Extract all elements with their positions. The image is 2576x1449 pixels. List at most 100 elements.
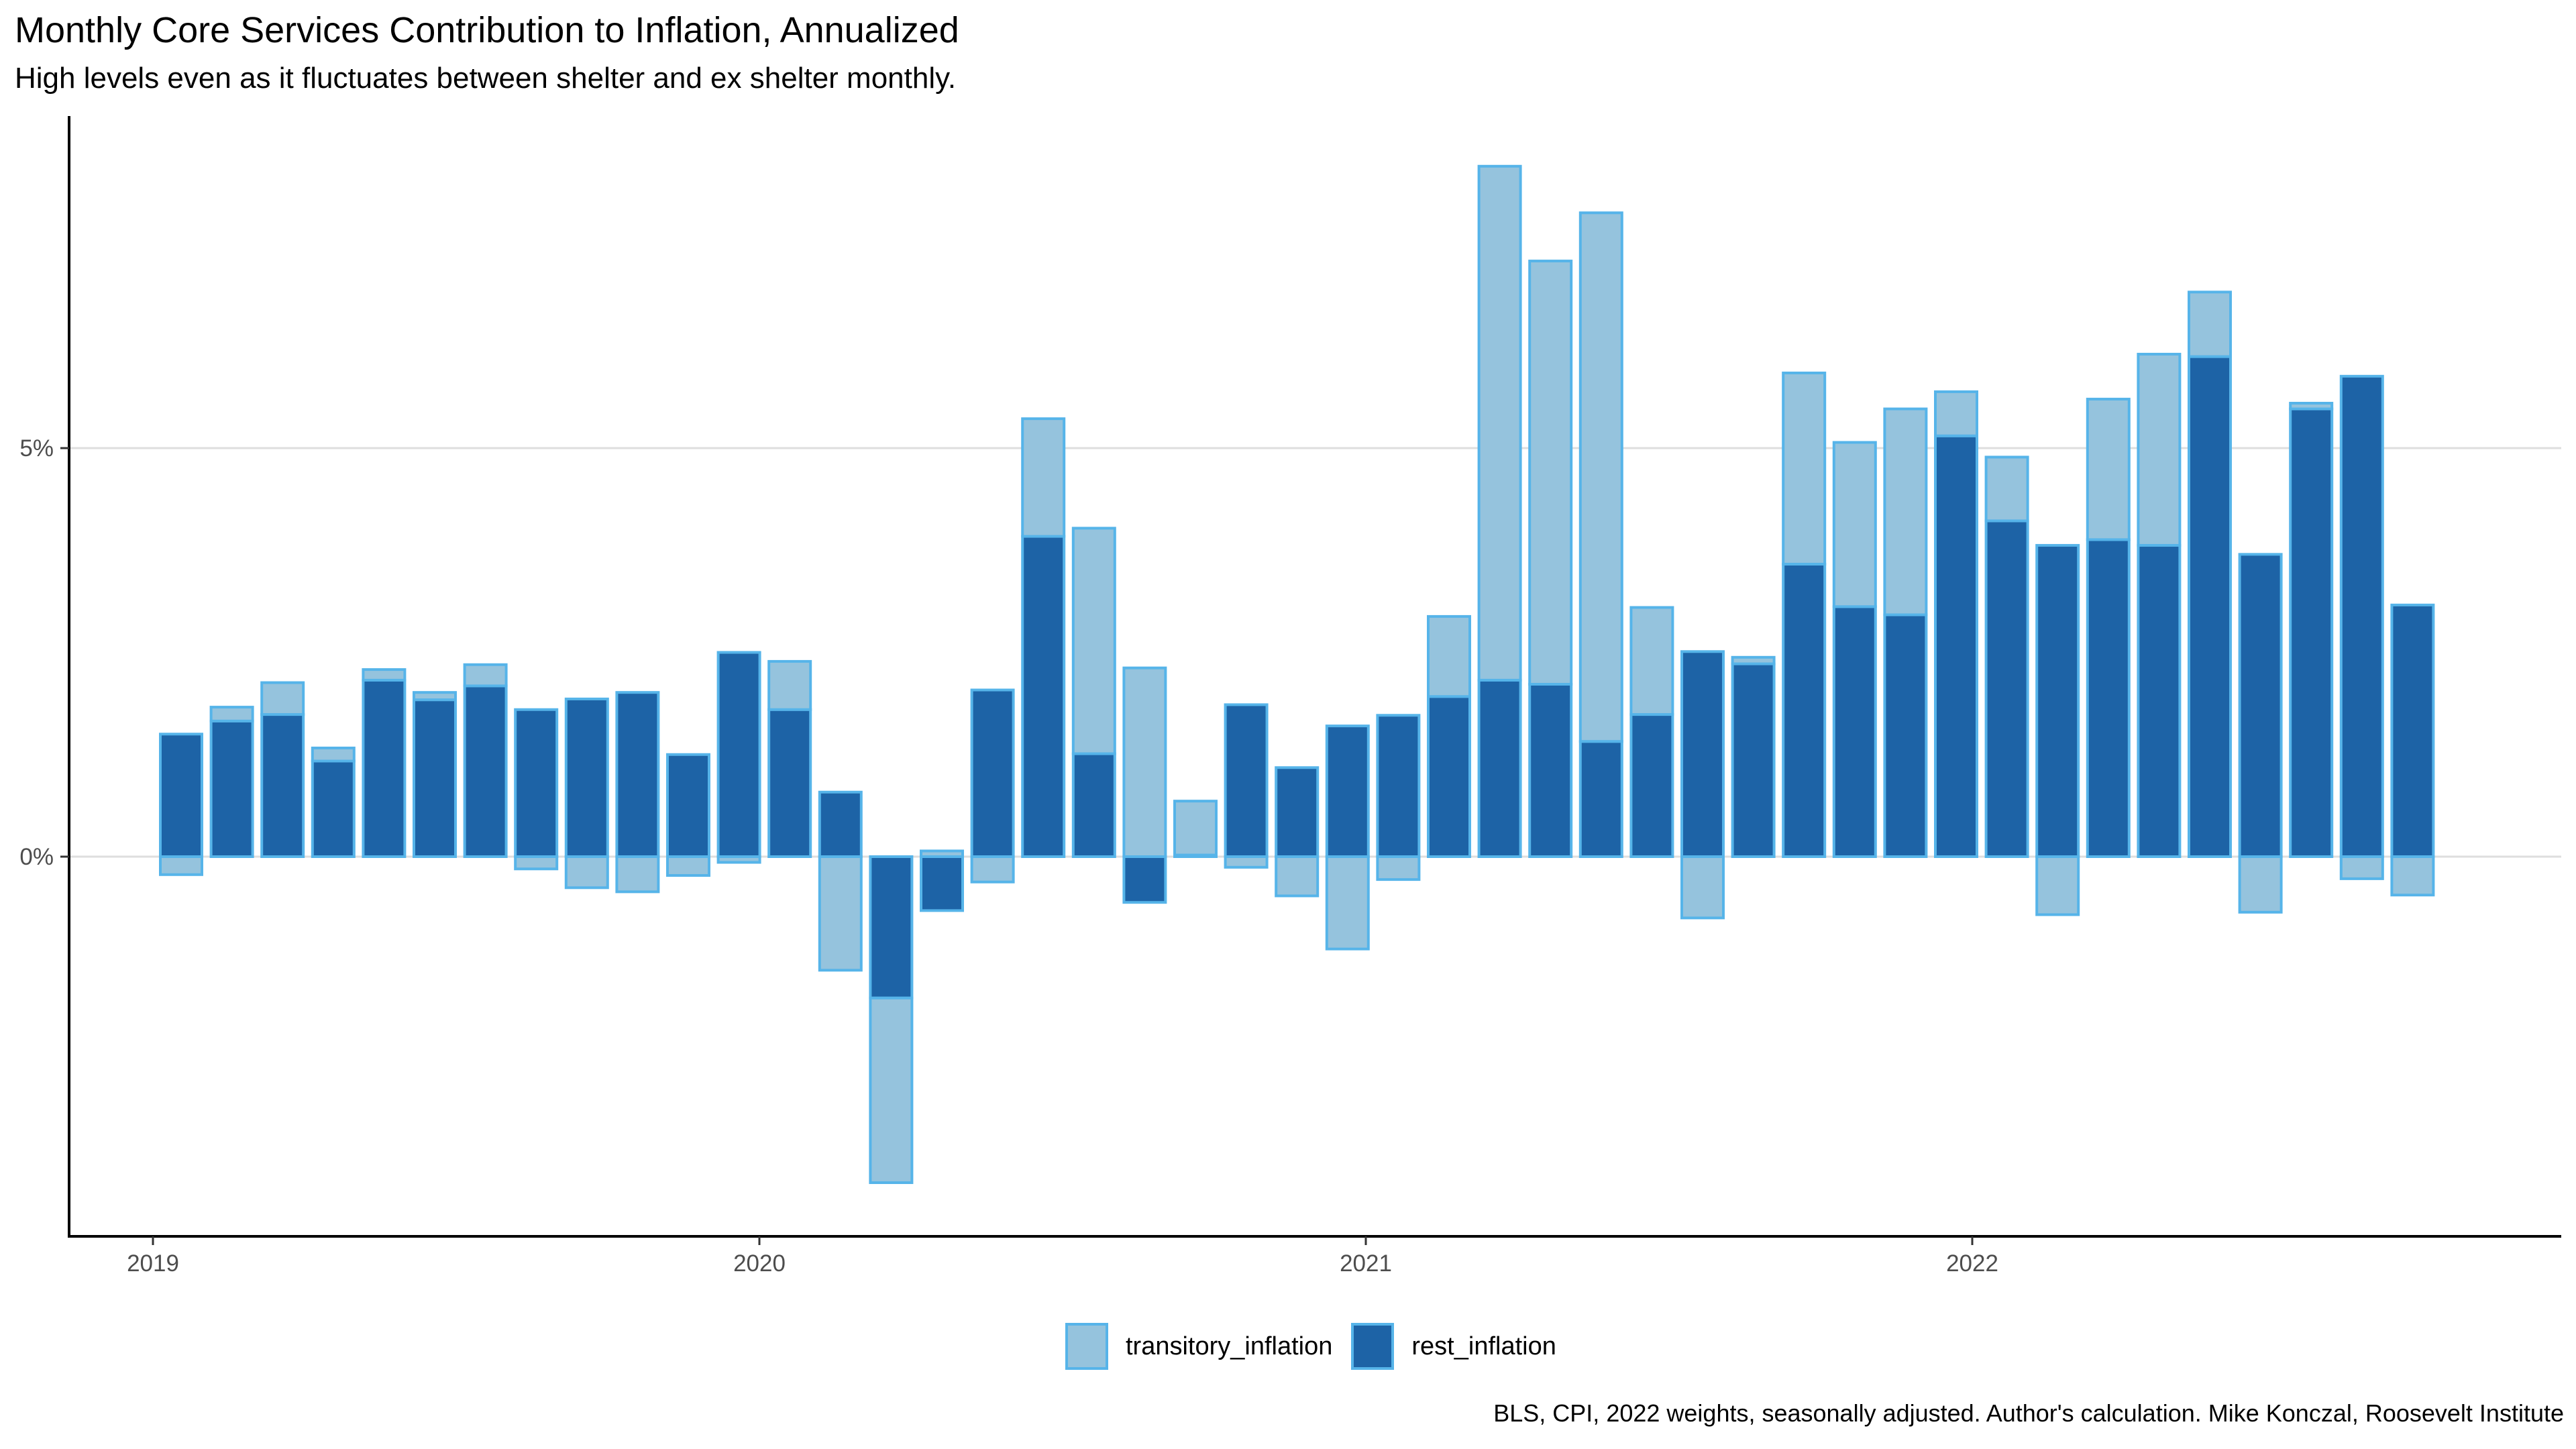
bar-transitory-inflation <box>1173 800 1218 857</box>
bar-rest-inflation <box>2137 543 2182 859</box>
bar-transitory-inflation <box>1528 260 1573 686</box>
chart-caption: BLS, CPI, 2022 weights, seasonally adjus… <box>1493 1399 2564 1427</box>
bar-transitory-inflation <box>1782 371 1827 566</box>
bar-rest-inflation <box>1782 562 1827 858</box>
bar-rest-inflation <box>1021 535 1066 858</box>
ticks: 0% 5% 2019 2020 2021 2022 <box>19 435 1998 1277</box>
bar-transitory-inflation <box>159 855 203 876</box>
bar-rest-inflation <box>920 855 964 912</box>
legend-label-transitory: transitory_inflation <box>1126 1332 1333 1360</box>
bar-rest-inflation <box>1680 650 1725 858</box>
bar-transitory-inflation <box>463 663 508 688</box>
bar-transitory-inflation <box>1376 855 1421 881</box>
bar-rest-inflation <box>260 713 305 858</box>
x-tick-label: 2022 <box>1946 1250 1998 1277</box>
x-tick-label: 2019 <box>127 1250 179 1277</box>
bar-rest-inflation <box>970 688 1015 858</box>
bar-rest-inflation <box>1427 695 1471 858</box>
bar-transitory-inflation <box>2086 397 2131 541</box>
axes <box>68 116 2561 1238</box>
bar-rest-inflation <box>615 691 660 858</box>
bar-rest-inflation <box>159 733 203 859</box>
y-tick-label: 0% <box>19 844 54 870</box>
bar-transitory-inflation <box>2137 352 2182 547</box>
bar-transitory-inflation <box>970 855 1015 883</box>
bar-rest-inflation <box>2289 407 2334 858</box>
legend-swatch-transitory <box>1065 1323 1108 1370</box>
bar-transitory-inflation <box>1275 855 1320 898</box>
x-tick-label: 2021 <box>1340 1250 1392 1277</box>
bar-transitory-inflation <box>1629 606 1674 716</box>
bar-transitory-inflation <box>1122 666 1167 859</box>
bar-transitory-inflation <box>2339 855 2384 880</box>
bar-transitory-inflation <box>1578 211 1623 743</box>
bar-transitory-inflation <box>1883 407 1928 616</box>
bar-rest-inflation <box>1122 855 1167 904</box>
bar-transitory-inflation <box>615 855 660 894</box>
chart-subtitle: High levels even as it fluctuates betwee… <box>15 62 957 95</box>
bar-rest-inflation <box>1071 752 1116 858</box>
bar-rest-inflation <box>413 698 457 859</box>
legend-item-rest: rest_inflation <box>1351 1323 1556 1370</box>
bar-transitory-inflation <box>1680 855 1725 920</box>
bar-rest-inflation <box>2188 355 2232 858</box>
legend-label-rest: rest_inflation <box>1411 1332 1556 1360</box>
bar-transitory-inflation <box>413 691 457 702</box>
bar-transitory-inflation <box>1832 441 1877 608</box>
bar-rest-inflation <box>1477 678 1522 858</box>
bar-transitory-inflation <box>1477 164 1522 682</box>
bar-rest-inflation <box>716 651 761 858</box>
bar-transitory-inflation <box>1984 455 2029 523</box>
bar-rest-inflation <box>1731 662 1776 858</box>
bar-transitory-inflation <box>209 706 254 722</box>
bar-transitory-inflation <box>1934 390 1978 437</box>
bar-transitory-inflation <box>564 855 609 890</box>
bar-rest-inflation <box>209 719 254 859</box>
bar-transitory-inflation <box>1731 655 1776 665</box>
bar-rest-inflation <box>2086 538 2131 859</box>
bar-transitory-inflation <box>2035 855 2080 916</box>
legend-item-transitory: transitory_inflation <box>1065 1323 1332 1370</box>
bar-transitory-inflation <box>2188 290 2232 358</box>
bar-rest-inflation <box>514 708 559 859</box>
bar-rest-inflation <box>1325 724 1370 858</box>
bar-rest-inflation <box>311 759 356 859</box>
bar-transitory-inflation <box>818 855 863 972</box>
bar-rest-inflation <box>1578 740 1623 858</box>
bar-rest-inflation <box>869 855 914 1000</box>
x-tick-label: 2020 <box>733 1250 786 1277</box>
bar-rest-inflation <box>666 753 710 858</box>
bar-transitory-inflation <box>1224 855 1269 869</box>
bar-transitory-inflation <box>1071 527 1116 755</box>
bar-rest-inflation <box>2238 553 2283 859</box>
bar-rest-inflation <box>1629 713 1674 858</box>
bar-transitory-inflation <box>767 659 812 711</box>
bar-transitory-inflation <box>2289 402 2334 411</box>
bar-rest-inflation <box>2390 603 2435 859</box>
bar-rest-inflation <box>767 708 812 859</box>
bar-rest-inflation <box>1528 683 1573 858</box>
bar-transitory-inflation <box>1325 855 1370 951</box>
bar-transitory-inflation <box>869 996 914 1184</box>
bar-rest-inflation <box>1832 605 1877 858</box>
bar-transitory-inflation <box>2390 855 2435 897</box>
bar-rest-inflation <box>362 678 407 858</box>
bar-transitory-inflation <box>514 855 559 871</box>
bar-transitory-inflation <box>1021 417 1066 538</box>
bar-transitory-inflation <box>260 681 305 716</box>
bar-transitory-inflation <box>2238 855 2283 914</box>
bar-rest-inflation <box>2035 543 2080 859</box>
bar-rest-inflation <box>1883 613 1928 858</box>
bar-transitory-inflation <box>666 855 710 877</box>
legend-swatch-rest <box>1351 1323 1395 1370</box>
bar-transitory-inflation <box>1427 614 1471 698</box>
bar-transitory-inflation <box>362 668 407 682</box>
bar-transitory-inflation <box>311 747 356 763</box>
bar-rest-inflation <box>564 697 609 859</box>
bar-rest-inflation <box>463 684 508 858</box>
bar-rest-inflation <box>1984 519 2029 858</box>
bar-rest-inflation <box>2339 374 2384 858</box>
bar-rest-inflation <box>1934 434 1978 858</box>
bar-rest-inflation <box>1224 703 1269 859</box>
